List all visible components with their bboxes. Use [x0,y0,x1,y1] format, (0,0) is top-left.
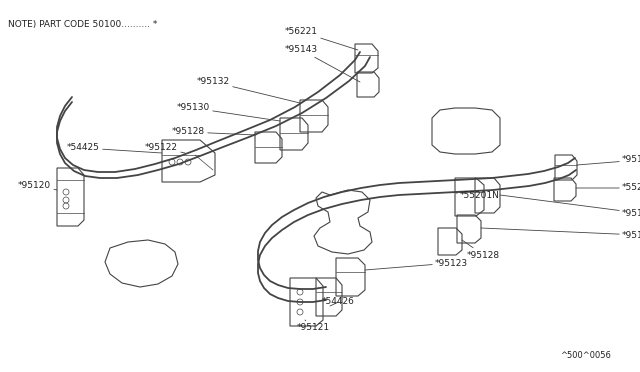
Text: *95128: *95128 [172,128,256,137]
Text: *95130: *95130 [481,228,640,240]
Text: *95130: *95130 [177,103,280,121]
Text: *95133: *95133 [500,195,640,218]
Text: *95128: *95128 [462,240,500,260]
Text: *54425: *54425 [67,144,162,153]
Text: *95122: *95122 [145,144,185,153]
Text: *95121: *95121 [297,320,330,333]
Text: *54426: *54426 [322,298,355,307]
Text: *55201N: *55201N [456,190,500,199]
Text: *55204N: *55204N [576,183,640,192]
Text: NOTE) PART CODE 50100.......... *: NOTE) PART CODE 50100.......... * [8,20,157,29]
Text: *95132: *95132 [197,77,300,103]
Text: *95143: *95143 [285,45,360,82]
Text: *95120: *95120 [18,180,57,190]
Text: *95143: *95143 [577,155,640,165]
Text: ^500^0056: ^500^0056 [560,351,611,360]
Text: *56221: *56221 [285,28,358,50]
Text: *95123: *95123 [365,259,468,270]
